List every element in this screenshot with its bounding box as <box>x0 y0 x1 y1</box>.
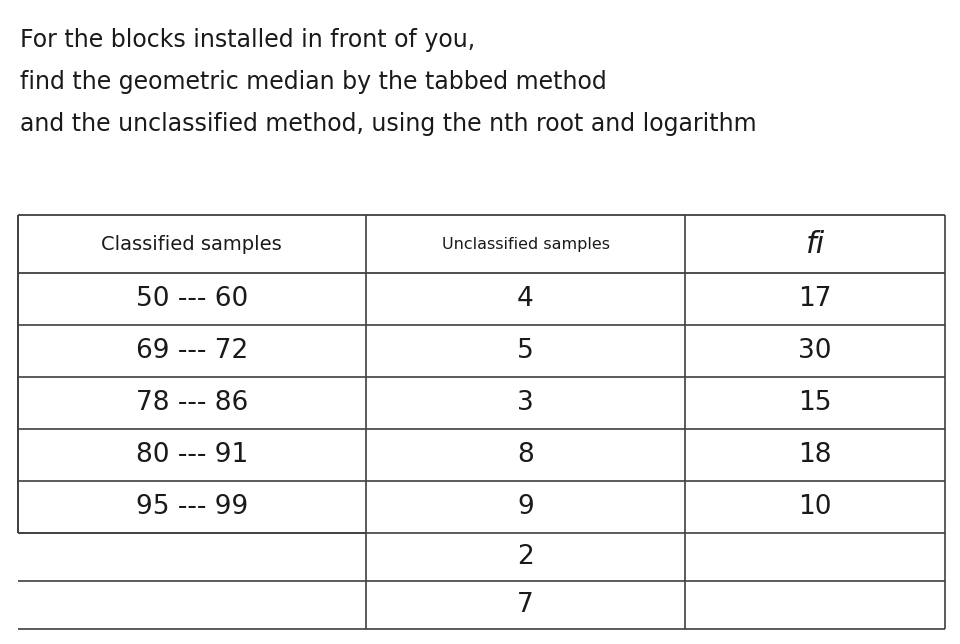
Text: 2: 2 <box>517 544 534 570</box>
Text: 69 --- 72: 69 --- 72 <box>135 338 248 364</box>
Text: For the blocks installed in front of you,: For the blocks installed in front of you… <box>20 28 475 52</box>
Text: 4: 4 <box>517 286 534 312</box>
Text: Unclassified samples: Unclassified samples <box>442 236 610 252</box>
Text: 18: 18 <box>799 442 832 468</box>
Text: 10: 10 <box>799 494 832 520</box>
Text: 8: 8 <box>517 442 534 468</box>
Text: 7: 7 <box>517 592 534 618</box>
Text: 78 --- 86: 78 --- 86 <box>135 390 248 416</box>
Text: 80 --- 91: 80 --- 91 <box>135 442 248 468</box>
Text: 17: 17 <box>799 286 832 312</box>
Text: 95 --- 99: 95 --- 99 <box>135 494 248 520</box>
Text: 15: 15 <box>799 390 832 416</box>
Text: 9: 9 <box>517 494 534 520</box>
Text: and the unclassified method, using the nth root and logarithm: and the unclassified method, using the n… <box>20 112 756 136</box>
Text: fi: fi <box>805 229 825 258</box>
Text: find the geometric median by the tabbed method: find the geometric median by the tabbed … <box>20 70 607 94</box>
Text: 30: 30 <box>799 338 832 364</box>
Text: 3: 3 <box>517 390 534 416</box>
Text: 5: 5 <box>517 338 534 364</box>
Text: 50 --- 60: 50 --- 60 <box>135 286 248 312</box>
Text: Classified samples: Classified samples <box>102 234 282 254</box>
